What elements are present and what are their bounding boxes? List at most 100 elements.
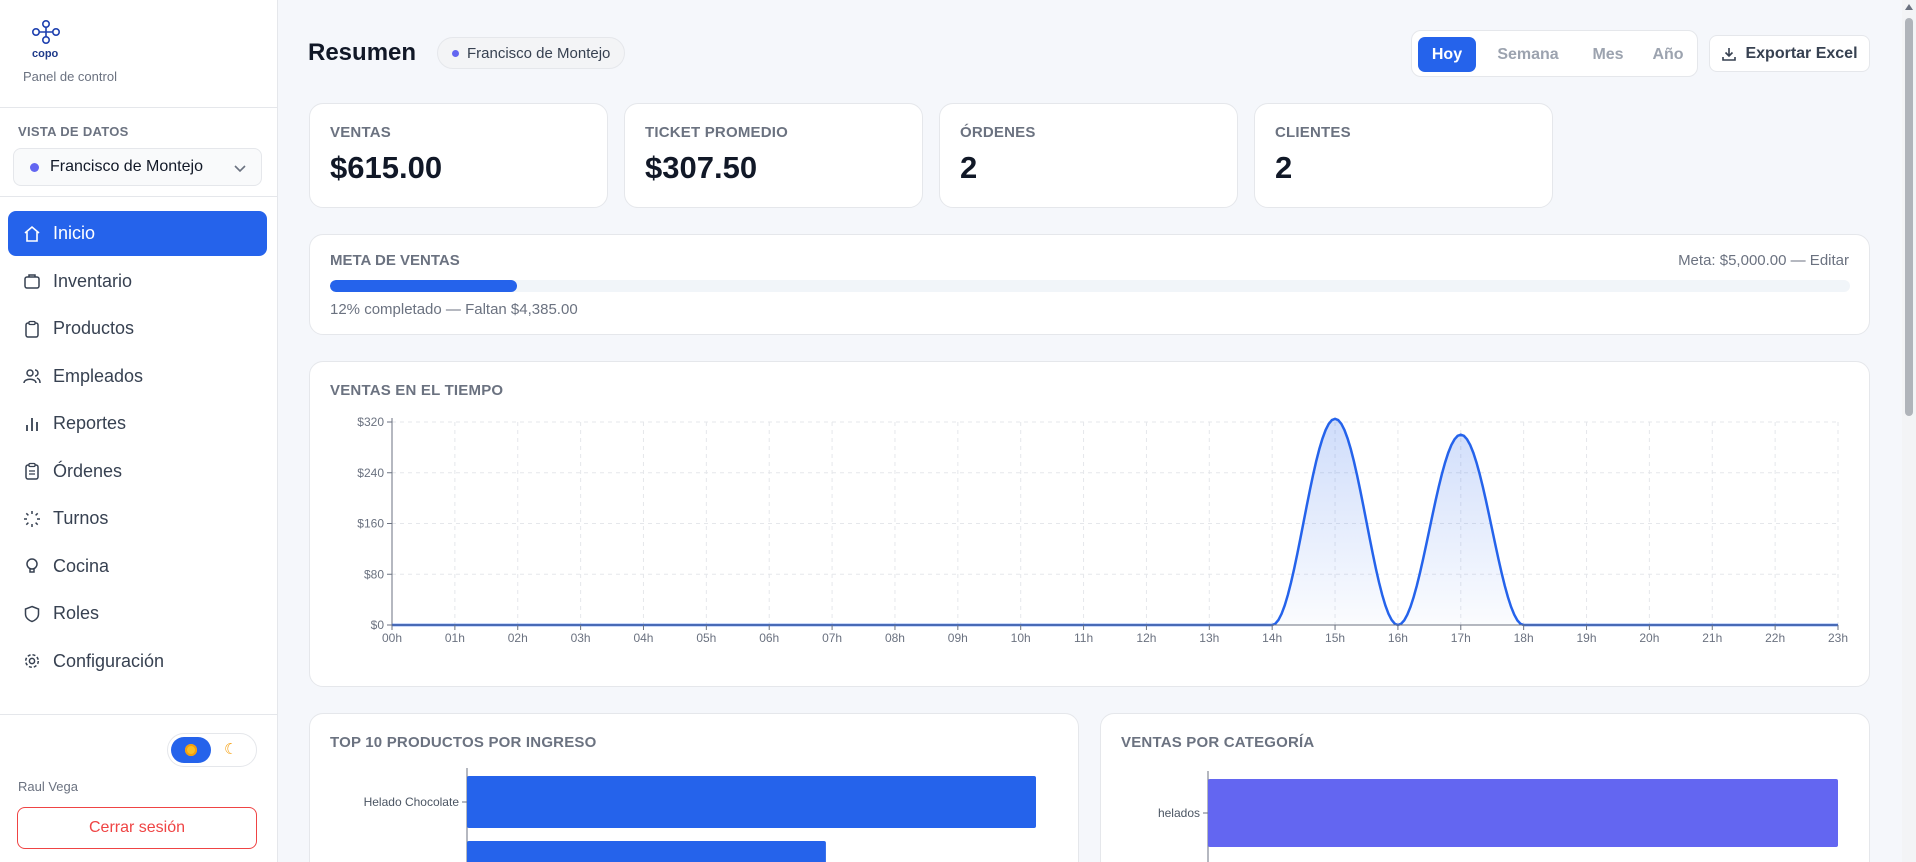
period-hoy[interactable]: Hoy xyxy=(1418,37,1476,72)
period-selector: Hoy Semana Mes Año xyxy=(1411,30,1698,77)
logo-icon[interactable] xyxy=(28,18,64,62)
x-tick-label: 15h xyxy=(1325,631,1345,645)
x-tick-label: 09h xyxy=(948,631,968,645)
kpi-label: ÓRDENES xyxy=(960,124,1036,141)
goal-label: META DE VENTAS xyxy=(330,252,460,269)
sales-goal-card: META DE VENTAS Meta: $5,000.00 — Editar … xyxy=(309,234,1870,335)
scrollbar-thumb[interactable] xyxy=(1905,18,1913,416)
sidebar-item-reportes[interactable]: Reportes xyxy=(8,401,267,446)
branch-dot xyxy=(452,49,459,57)
kpi-value: 2 xyxy=(1275,150,1293,185)
sidebar-item-empleados[interactable]: Empleados xyxy=(8,354,267,399)
users-icon xyxy=(22,366,42,386)
page-scrollbar[interactable] xyxy=(1902,0,1916,862)
branch-dot xyxy=(30,162,39,172)
x-tick-label: 19h xyxy=(1577,631,1597,645)
branch-badge: Francisco de Montejo xyxy=(437,37,626,69)
home-icon xyxy=(22,224,42,244)
sidebar-nav: Inicio Inventario Productos Empleados Re… xyxy=(8,211,267,686)
x-tick-label: 12h xyxy=(1136,631,1156,645)
sales-by-category-card: VENTAS POR CATEGORÍA helados xyxy=(1100,713,1870,862)
sidebar-item-label: Turnos xyxy=(53,508,109,528)
theme-toggle[interactable]: ☾ xyxy=(167,733,257,767)
download-icon xyxy=(1721,46,1737,62)
sidebar-item-productos[interactable]: Productos xyxy=(8,306,267,351)
sidebar-item-roles[interactable]: Roles xyxy=(8,591,267,636)
sidebar-item-label: Configuración xyxy=(53,650,165,671)
x-tick-label: 04h xyxy=(633,631,653,645)
sidebar-item-ordenes[interactable]: Órdenes xyxy=(8,449,267,494)
export-excel-button[interactable]: Exportar Excel xyxy=(1709,35,1870,72)
x-tick-label: 21h xyxy=(1702,631,1722,645)
logout-button[interactable]: Cerrar sesión xyxy=(17,807,257,849)
y-tick-label: $160 xyxy=(357,517,384,531)
scroll-up-arrow[interactable] xyxy=(1905,4,1913,10)
sales-over-time-card: VENTAS EN EL TIEMPO $0 $80 $160 $240 $320 00h… xyxy=(309,361,1870,687)
sidebar-item-turnos[interactable]: Turnos xyxy=(8,496,267,541)
loader-icon xyxy=(22,509,42,529)
category-label: helados xyxy=(1158,806,1200,820)
user-name: Raul Vega xyxy=(18,779,78,794)
panel-label: Panel de control xyxy=(23,69,117,84)
briefcase-icon xyxy=(22,271,42,291)
x-tick-label: 18h xyxy=(1514,631,1534,645)
sidebar-item-label: Roles xyxy=(53,603,100,623)
goal-target-edit[interactable]: Meta: $5,000.00 — Editar xyxy=(1678,252,1849,269)
kpi-ticket-promedio: TICKET PROMEDIO $307.50 xyxy=(624,103,923,208)
x-tick-label: 00h xyxy=(382,631,402,645)
bar xyxy=(467,841,826,862)
sun-icon[interactable] xyxy=(171,737,211,763)
x-tick-label: 23h xyxy=(1828,631,1848,645)
x-tick-label: 07h xyxy=(822,631,842,645)
sidebar-item-inicio[interactable]: Inicio xyxy=(8,211,267,256)
divider xyxy=(0,714,278,715)
vista-label: VISTA DE DATOS xyxy=(18,124,129,139)
clipboard-icon xyxy=(22,319,42,339)
logo-text: copo xyxy=(32,48,59,60)
vista-select[interactable]: Francisco de Montejo xyxy=(13,148,262,186)
category-label: Helado Chocolate xyxy=(364,795,460,809)
area-fill xyxy=(392,418,1838,625)
kpi-ordenes: ÓRDENES 2 xyxy=(939,103,1238,208)
divider xyxy=(0,107,278,108)
x-tick-label: 02h xyxy=(508,631,528,645)
period-ano[interactable]: Año xyxy=(1652,45,1684,63)
kpi-clientes: CLIENTES 2 xyxy=(1254,103,1553,208)
bar xyxy=(467,776,1036,828)
shield-icon xyxy=(22,604,42,624)
y-tick-label: $320 xyxy=(357,415,384,429)
sidebar-item-label: Reportes xyxy=(53,413,127,433)
sales-over-time-chart: $0 $80 $160 $240 $320 00h 01h 02h 03h 04h 05h 06h 07… xyxy=(357,415,1848,645)
divider xyxy=(0,196,278,197)
x-tick-label: 22h xyxy=(1765,631,1785,645)
x-tick-label: 08h xyxy=(885,631,905,645)
kpi-ventas: VENTAS $615.00 xyxy=(309,103,608,208)
sidebar-item-label: Inventario xyxy=(53,270,133,291)
chart-title: VENTAS EN EL TIEMPO xyxy=(330,382,504,399)
kpi-value: $615.00 xyxy=(330,150,443,185)
export-label: Exportar Excel xyxy=(1745,44,1858,62)
bar xyxy=(1208,779,1838,847)
x-tick-label: 11h xyxy=(1074,631,1093,645)
sidebar: copo Panel de control VISTA DE DATOS Fra… xyxy=(0,0,278,862)
goal-progress-fill xyxy=(330,280,517,292)
sidebar-item-cocina[interactable]: Cocina xyxy=(8,544,267,589)
sidebar-item-inventario[interactable]: Inventario xyxy=(8,259,267,304)
x-tick-label: 05h xyxy=(696,631,716,645)
moon-icon[interactable]: ☾ xyxy=(224,741,238,758)
category-chart: helados xyxy=(1158,771,1838,862)
period-mes[interactable]: Mes xyxy=(1592,45,1624,63)
series-line xyxy=(392,417,1838,627)
vista-value: Francisco de Montejo xyxy=(50,158,203,175)
x-tick-label: 10h xyxy=(1011,631,1031,645)
sidebar-item-label: Productos xyxy=(53,318,135,338)
sidebar-item-label: Inicio xyxy=(53,223,96,243)
kpi-value: 2 xyxy=(960,150,978,185)
period-semana[interactable]: Semana xyxy=(1497,45,1559,63)
sidebar-item-configuracion[interactable]: Configuración xyxy=(8,639,267,684)
chart-title: VENTAS POR CATEGORÍA xyxy=(1121,734,1315,751)
y-tick-label: $80 xyxy=(364,567,384,581)
bar-chart-icon xyxy=(22,414,42,434)
x-tick-label: 16h xyxy=(1388,631,1408,645)
y-tick-label: $240 xyxy=(357,466,384,480)
